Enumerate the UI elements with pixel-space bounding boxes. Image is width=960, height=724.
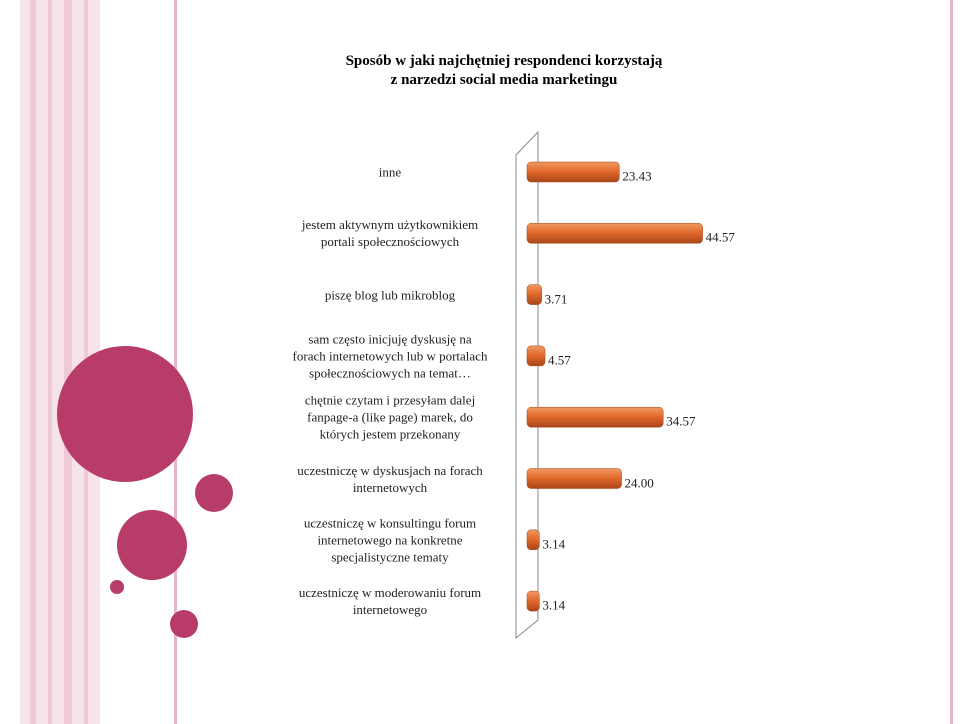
category-label: jestem aktywnym użytkownikiem portali sp… [301, 217, 479, 250]
value-label: 3.14 [542, 597, 566, 613]
value-label: 24.00 [624, 475, 654, 490]
bar [526, 468, 622, 489]
bar [526, 529, 540, 551]
value-label: 3.14 [542, 536, 566, 552]
category-label: chętnie czytam i przesyłam dalej fanpage… [304, 392, 476, 442]
value-label: 4.57 [548, 352, 571, 368]
bar [526, 590, 540, 612]
chart-title: Sposób w jaki najchętniej respondenci ko… [345, 53, 663, 88]
bar [526, 223, 703, 244]
bar [526, 406, 664, 428]
decoration [20, 0, 953, 724]
bar [526, 284, 542, 305]
category-label: uczestniczę w moderowaniu forum internet… [298, 585, 482, 618]
value-label: 23.43 [622, 168, 652, 184]
value-label: 44.57 [705, 229, 735, 245]
value-label: 34.57 [666, 413, 696, 429]
value-label: 3.71 [544, 291, 568, 307]
category-label: inne [378, 164, 402, 180]
category-label: piszę blog lub mikroblog [324, 287, 456, 303]
category-label: uczestniczę w konsultingu forum internet… [303, 515, 477, 565]
bar [526, 345, 546, 367]
bar [526, 161, 620, 183]
plot-wall [515, 130, 539, 640]
category-label: sam często inicjuję dyskusję na forach i… [292, 331, 488, 381]
category-label: uczestniczę w dyskusjach na forach inter… [297, 462, 483, 495]
